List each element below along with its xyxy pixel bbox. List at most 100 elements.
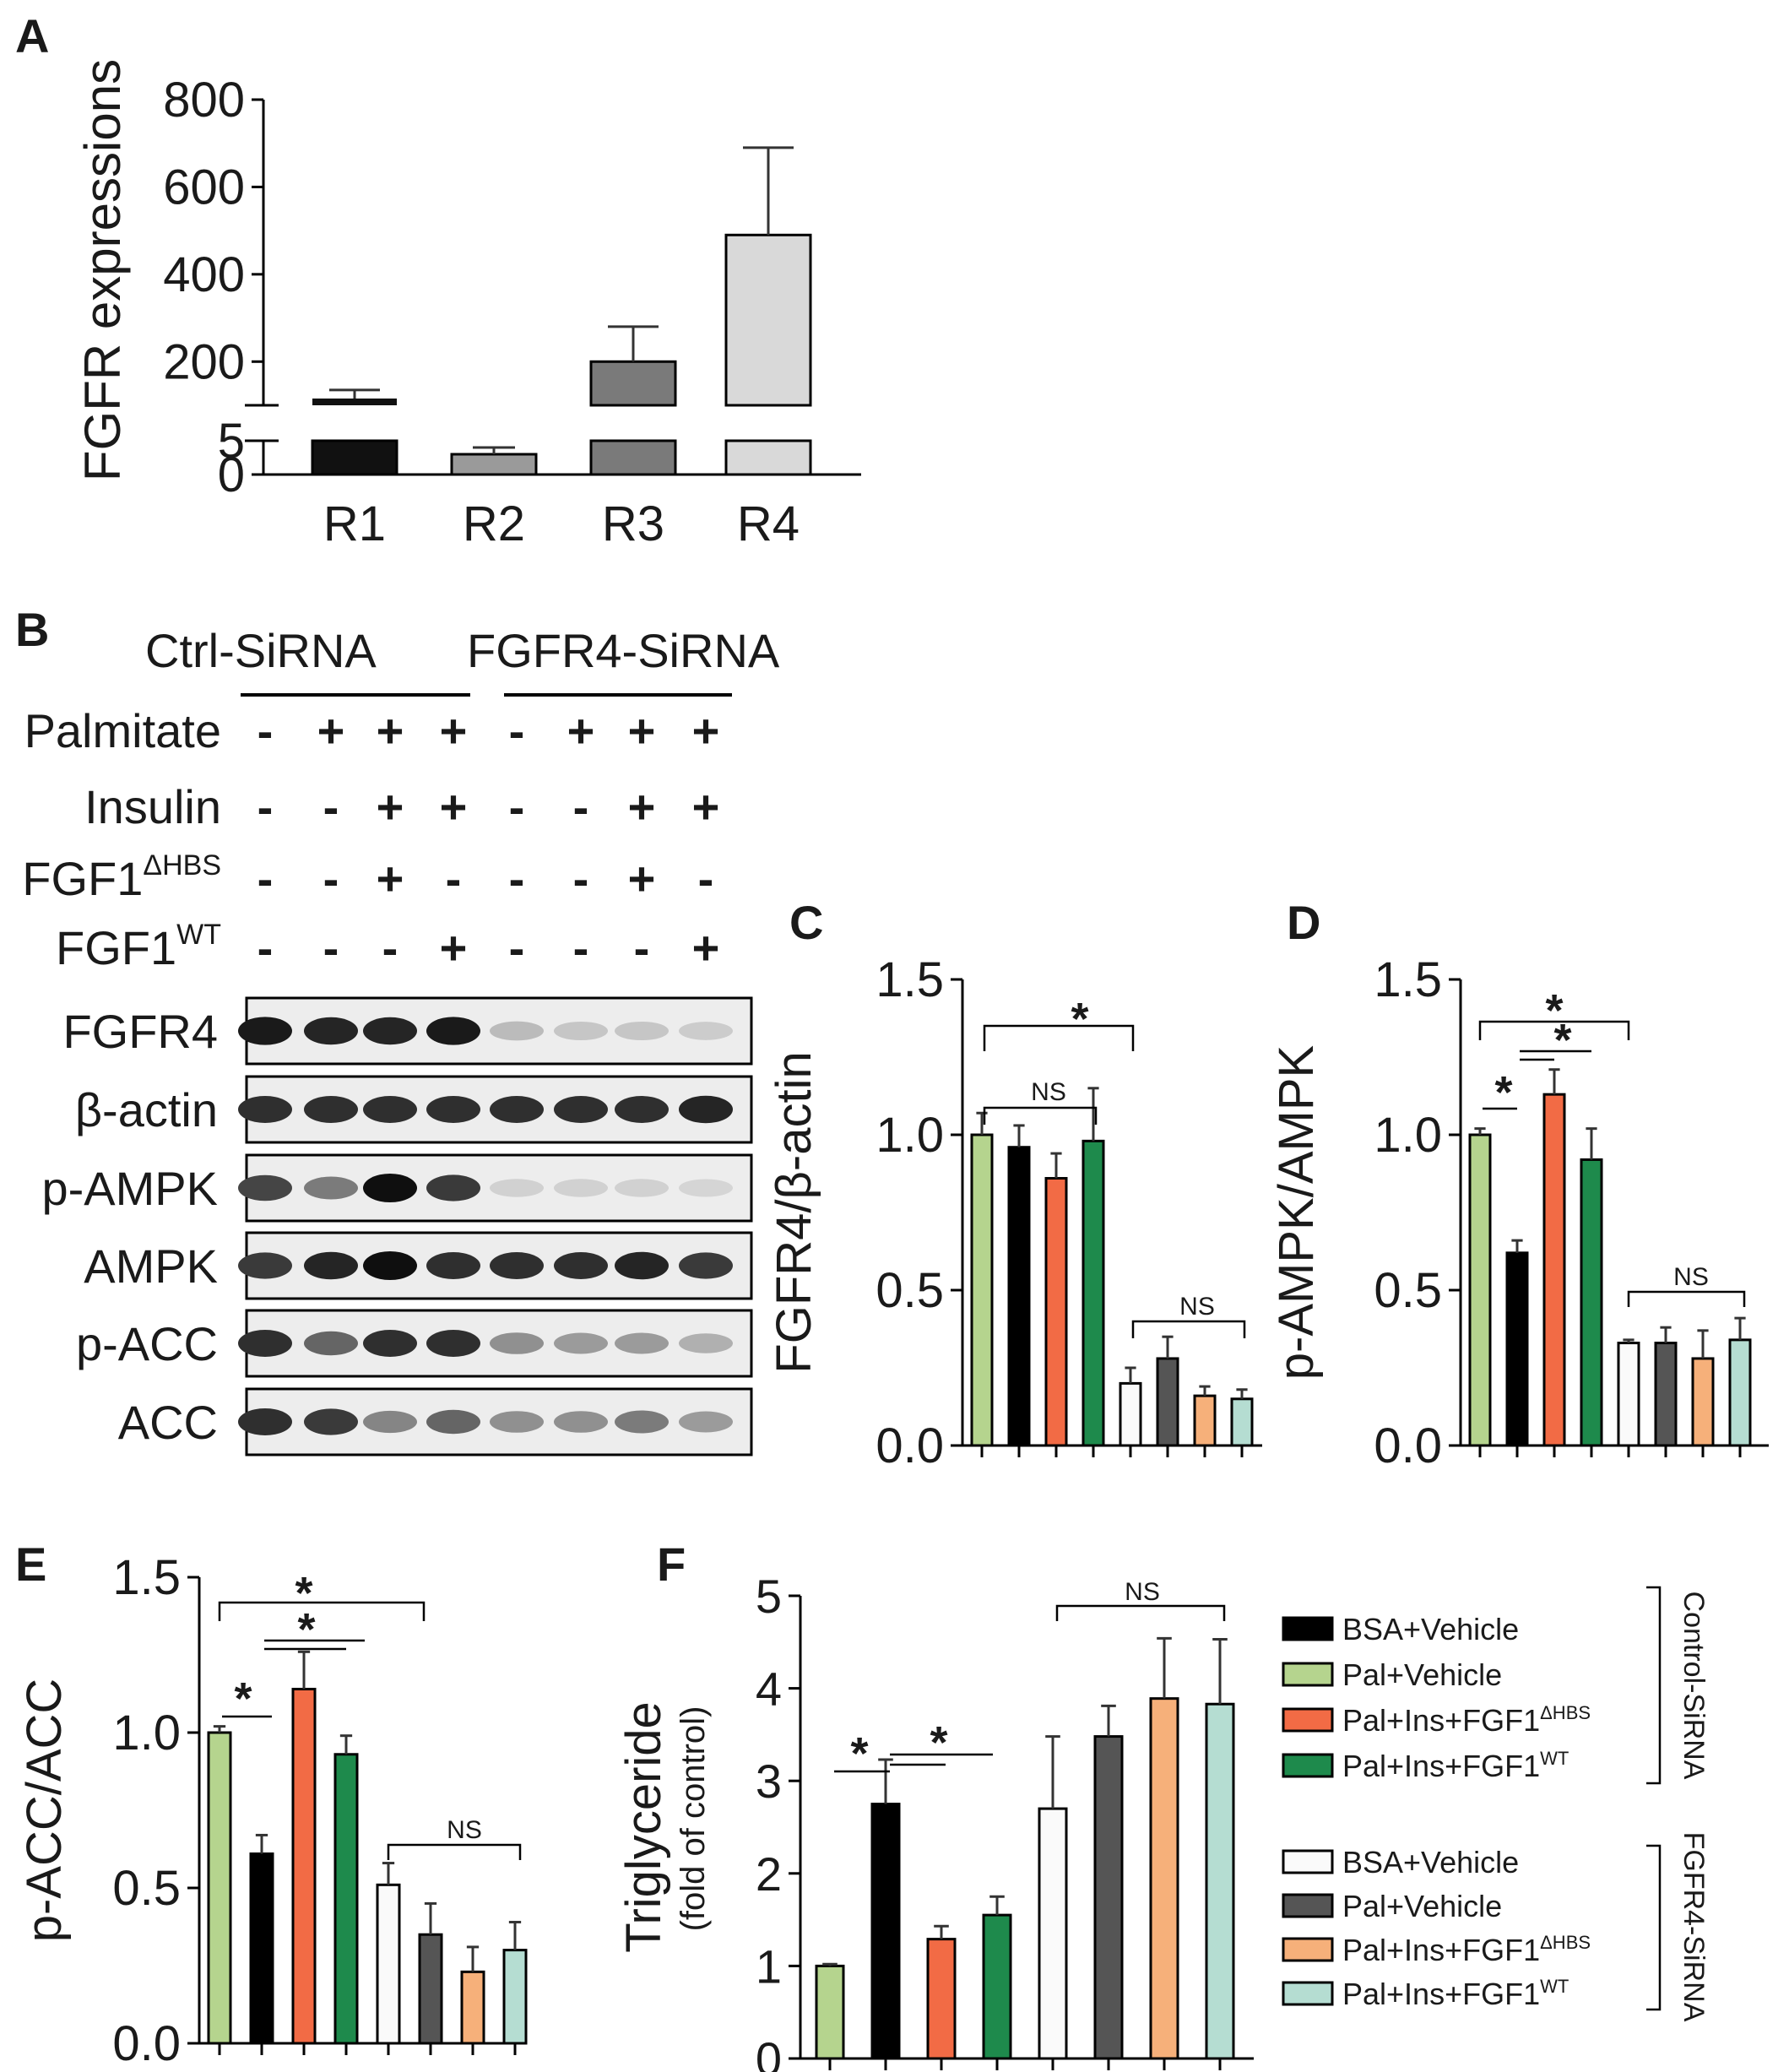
- tick-label-D-0: 0.0: [1374, 1418, 1442, 1473]
- blot-band-0-6: [615, 1021, 669, 1041]
- blot-band-4-7: [679, 1333, 733, 1353]
- blot-band-1-6: [615, 1096, 669, 1123]
- blot-sign-3-7: +: [692, 921, 720, 974]
- bar-F-2: [926, 1938, 957, 2060]
- blot-band-0-5: [554, 1021, 608, 1041]
- tick-label-C-1: 0.5: [876, 1263, 944, 1318]
- blot-sign-2-1: -: [323, 852, 339, 905]
- bracket-f-ns: [1055, 1604, 1226, 1621]
- legend-control-2-label: Pal+Ins+FGF1ΔHBS: [1342, 1702, 1591, 1738]
- tick-label-C-0: 0.0: [876, 1418, 944, 1473]
- bar-C-3: [1082, 1139, 1105, 1447]
- bracket-c-ns-1: [983, 1106, 1098, 1125]
- panel-a: A 05 200 400 600 800 FGFR expressions R1 R2 R3 R4: [15, 9, 861, 551]
- blot-band-3-5: [554, 1252, 608, 1279]
- annotation-D-2: *: [1494, 1067, 1512, 1118]
- legend-fgfr4-2-swatch: [1282, 1937, 1334, 1962]
- bar-a-1: [450, 453, 538, 476]
- bar-a-2-upper: [589, 360, 677, 407]
- blot-band-5-7: [679, 1411, 733, 1433]
- blot-band-0-2: [363, 1017, 417, 1045]
- bar-D-2: [1542, 1093, 1566, 1447]
- blot-band-0-4: [490, 1021, 544, 1041]
- blot-band-1-1: [304, 1096, 358, 1123]
- legend-control-3-sup: WT: [1540, 1748, 1569, 1769]
- bar-F-5: [1093, 1735, 1124, 2060]
- bar-C-4: [1119, 1381, 1142, 1447]
- blot-band-0-7: [679, 1022, 733, 1040]
- bar-C-1: [1007, 1146, 1031, 1447]
- blot-sign-2-5: -: [573, 852, 589, 905]
- bar-E-3: [333, 1753, 359, 2045]
- panel-c: C 0.0 0.5 1.0 1.5 FGFR4/β-actin * NS NS: [767, 896, 1262, 1473]
- panel-b: B Ctrl-SiRNA FGFR4-SiRNA Palmitate - + + + - +…: [15, 603, 780, 1456]
- blot-sign-1-1: -: [323, 780, 339, 833]
- bar-a-0-lower: [311, 439, 398, 476]
- blot-sign-0-2: +: [377, 704, 404, 757]
- annotation-C-2: NS: [1179, 1293, 1215, 1321]
- xlabel-a-1: R2: [463, 496, 525, 551]
- bracket-d-ns: [1627, 1290, 1746, 1307]
- tick-label-E-1: 0.5: [112, 1861, 181, 1916]
- blot-band-5-1: [304, 1408, 358, 1435]
- tick-label-D-1: 0.5: [1374, 1263, 1442, 1318]
- bar-C-2: [1044, 1177, 1068, 1447]
- blot-sign-1-0: -: [258, 780, 274, 833]
- tick-label-F-1: 1: [756, 1939, 782, 1993]
- legend-fgfr4-3-swatch: [1282, 1981, 1334, 2006]
- tick-label-F-3: 3: [756, 1755, 782, 1808]
- legend-control-0-swatch: [1282, 1616, 1334, 1641]
- legend-group-fgfr4: FGFR4-SiRNA: [1678, 1832, 1710, 2022]
- bar-a-3-lower: [724, 439, 812, 476]
- blot-condition-label-1: Insulin: [84, 780, 221, 833]
- blot-band-5-3: [426, 1409, 480, 1435]
- tick-label-a-upper-2: 600: [163, 160, 245, 214]
- blot-sign-0-0: -: [258, 704, 274, 757]
- panel-d: D 0.00.51.01.5p-AMPK/AMPK***NS: [1269, 896, 1769, 1473]
- blot-band-1-4: [490, 1096, 544, 1123]
- blot-group-ctrl-label: Ctrl-SiRNA: [145, 624, 377, 677]
- bar-a-3-upper: [724, 233, 812, 407]
- ylabel-a: FGFR expressions: [74, 59, 131, 481]
- bar-C-5: [1156, 1357, 1179, 1447]
- annotation-D-1: *: [1553, 1015, 1571, 1066]
- bar-D-0: [1468, 1133, 1492, 1447]
- blot-band-4-0: [238, 1330, 292, 1357]
- legend-fgfr4-1-label: Pal+Vehicle: [1342, 1889, 1502, 1923]
- blot-sign-0-6: +: [628, 704, 656, 757]
- blot-sign-2-4: -: [509, 852, 525, 905]
- blot-condition-label-2: FGF1ΔHBS: [22, 849, 221, 905]
- bar-C-0: [970, 1133, 994, 1447]
- blot-band-3-1: [304, 1251, 358, 1280]
- blot-row-label-4: p-ACC: [76, 1317, 218, 1370]
- bracket-c-ns-2: [1131, 1320, 1246, 1338]
- annotation-C-1: NS: [1031, 1078, 1066, 1106]
- blot-band-4-5: [554, 1332, 608, 1354]
- annotation-D-0: *: [1545, 985, 1563, 1036]
- blot-sign-0-7: +: [692, 704, 720, 757]
- annotation-F-2: NS: [1125, 1578, 1160, 1606]
- tick-label-a-upper-0: 200: [163, 334, 245, 389]
- legend-fgfr4-0-swatch: [1282, 1849, 1334, 1874]
- bar-E-6: [460, 1970, 485, 2045]
- blot-band-2-7: [679, 1179, 733, 1197]
- blot-band-2-5: [554, 1179, 608, 1197]
- legend-fgfr4-2-sup: ΔHBS: [1540, 1932, 1591, 1953]
- bar-D-7: [1728, 1338, 1752, 1447]
- bar-D-4: [1617, 1342, 1640, 1447]
- tick-label-a-upper-3: 800: [163, 73, 245, 127]
- bar-E-2: [291, 1687, 317, 2045]
- legend-bracket-control: [1646, 1586, 1662, 1785]
- blot-band-0-0: [238, 1017, 292, 1045]
- bracket-e-ns: [387, 1843, 522, 1860]
- tick-label-F-4: 4: [756, 1662, 782, 1716]
- bar-F-7: [1205, 1702, 1235, 2060]
- blot-band-2-4: [490, 1179, 544, 1197]
- blot-sign-3-6: -: [634, 921, 650, 974]
- ylabel-F: Triglyceride: [616, 1701, 671, 1953]
- legend-control-3-swatch: [1282, 1753, 1334, 1778]
- blot-band-1-2: [363, 1096, 417, 1123]
- tick-label-D-3: 1.5: [1374, 952, 1442, 1007]
- bracket-c-star: [983, 1024, 1135, 1051]
